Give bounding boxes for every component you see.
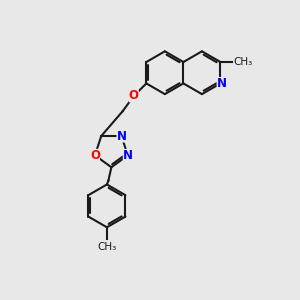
Text: O: O [90,149,100,162]
Text: CH₃: CH₃ [233,57,252,67]
Text: N: N [217,77,226,90]
Text: N: N [116,130,127,142]
Text: O: O [129,89,139,102]
Text: CH₃: CH₃ [97,242,116,252]
Text: N: N [123,149,133,162]
